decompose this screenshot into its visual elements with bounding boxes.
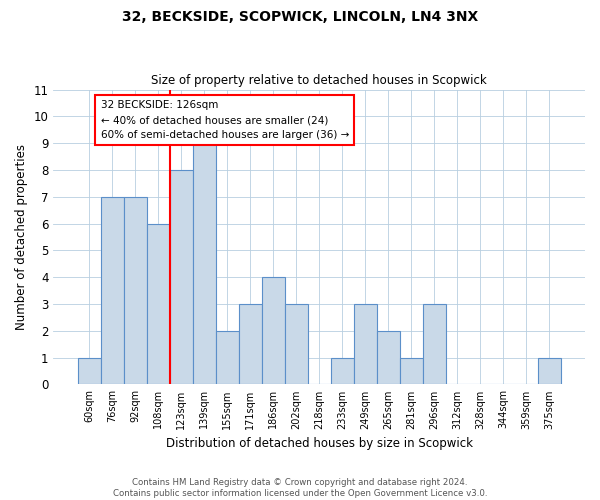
Text: Contains HM Land Registry data © Crown copyright and database right 2024.
Contai: Contains HM Land Registry data © Crown c… <box>113 478 487 498</box>
Text: 32 BECKSIDE: 126sqm
← 40% of detached houses are smaller (24)
60% of semi-detach: 32 BECKSIDE: 126sqm ← 40% of detached ho… <box>101 100 349 140</box>
Bar <box>538 358 561 384</box>
Bar <box>354 304 377 384</box>
Bar <box>331 358 354 384</box>
Title: Size of property relative to detached houses in Scopwick: Size of property relative to detached ho… <box>151 74 487 87</box>
Bar <box>193 143 215 384</box>
Bar <box>146 224 170 384</box>
Bar <box>215 331 239 384</box>
Bar <box>377 331 400 384</box>
Bar <box>284 304 308 384</box>
Bar <box>77 358 101 384</box>
Bar <box>239 304 262 384</box>
Bar <box>170 170 193 384</box>
Bar <box>101 197 124 384</box>
Text: 32, BECKSIDE, SCOPWICK, LINCOLN, LN4 3NX: 32, BECKSIDE, SCOPWICK, LINCOLN, LN4 3NX <box>122 10 478 24</box>
X-axis label: Distribution of detached houses by size in Scopwick: Distribution of detached houses by size … <box>166 437 473 450</box>
Bar <box>124 197 146 384</box>
Bar <box>262 277 284 384</box>
Bar <box>423 304 446 384</box>
Y-axis label: Number of detached properties: Number of detached properties <box>15 144 28 330</box>
Bar <box>400 358 423 384</box>
